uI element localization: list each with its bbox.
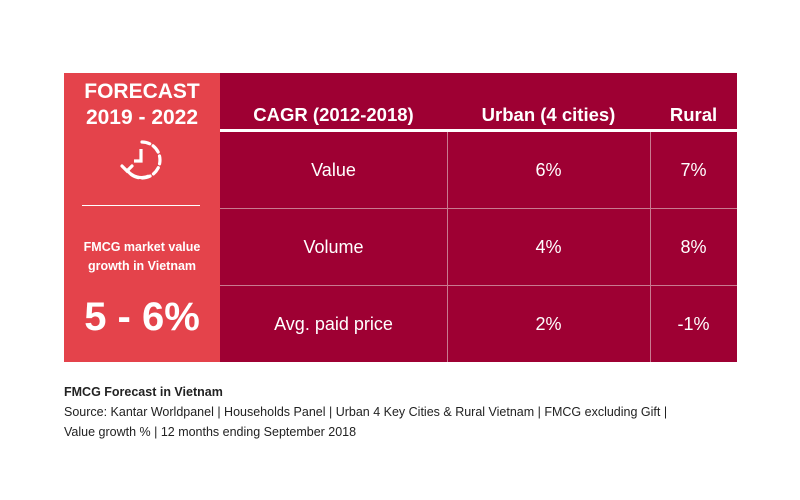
cell-price-urban: 2%: [535, 313, 562, 334]
column-divider: [650, 132, 651, 362]
caption-source-2: Value growth % | 12 months ending Septem…: [64, 425, 357, 439]
forecast-panel: FORECAST 2019 - 2022 FMCG market value g…: [64, 73, 220, 362]
header-rural: Rural: [669, 104, 718, 125]
row-label-volume: Volume: [303, 236, 364, 257]
forecast-subtitle: FMCG market value growth in Vietnam: [64, 238, 220, 276]
clock-history-icon: [120, 140, 162, 180]
divider: [82, 205, 200, 206]
header-urban: Urban (4 cities): [481, 104, 616, 125]
header-cagr: CAGR (2012-2018): [253, 104, 414, 125]
subtitle-line-1: FMCG market value: [83, 240, 201, 254]
caption-source-1: Source: Kantar Worldpanel | Households P…: [64, 405, 668, 419]
forecast-title: FORECAST: [84, 80, 200, 103]
cell-volume-rural: 8%: [680, 236, 707, 257]
forecast-years: 2019 - 2022: [85, 106, 199, 129]
forecast-value: 5 - 6%: [84, 295, 200, 339]
header-divider: [220, 129, 737, 132]
cell-volume-urban: 4%: [535, 236, 562, 257]
cell-value-rural: 7%: [680, 159, 707, 180]
row-label-value: Value: [311, 159, 356, 180]
cell-price-rural: -1%: [677, 313, 710, 334]
cagr-table: CAGR (2012-2018) Urban (4 cities) Rural …: [220, 73, 737, 362]
caption-title: FMCG Forecast in Vietnam: [64, 385, 223, 399]
row-divider: [220, 285, 737, 286]
row-label-price: Avg. paid price: [274, 313, 393, 334]
subtitle-line-2: growth in Vietnam: [87, 259, 197, 273]
row-divider: [220, 208, 737, 209]
cell-value-urban: 6%: [535, 159, 562, 180]
column-divider: [447, 132, 448, 362]
